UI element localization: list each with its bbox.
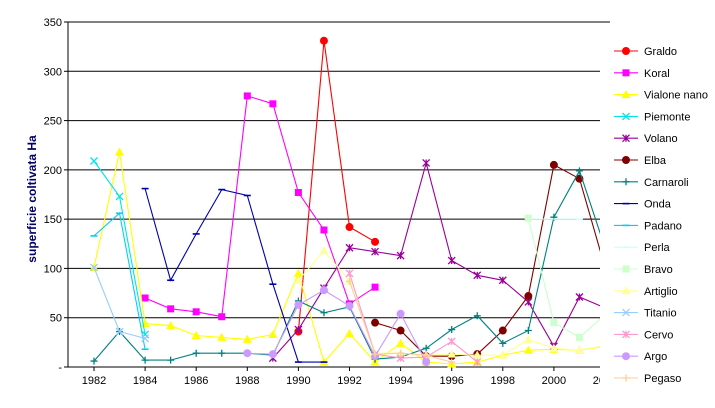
x-tick-label: 2000: [542, 375, 566, 387]
legend-label: Bravo: [644, 264, 673, 276]
legend-label: Titanio: [644, 308, 677, 320]
data-point-argo: [320, 287, 327, 294]
data-point-koral: [167, 305, 174, 312]
legend-label: Onda: [644, 199, 672, 211]
legend-label: Vialone nano: [644, 90, 708, 102]
data-point-koral: [320, 226, 327, 233]
data-point-koral: [295, 189, 302, 196]
y-tick-label: 200: [44, 165, 62, 177]
legend-swatch-marker: [623, 266, 630, 273]
y-tick-label: 50: [50, 313, 62, 325]
data-point-elba: [499, 327, 506, 334]
legend-swatch-marker: [623, 157, 630, 164]
legend-label: Elba: [644, 155, 667, 167]
y-tick-label: 100: [44, 263, 62, 275]
data-point-bravo: [550, 319, 557, 326]
data-point-graldo: [346, 224, 353, 231]
data-point-bravo: [576, 334, 583, 341]
x-tick-label: 1990: [286, 375, 310, 387]
data-point-argo: [269, 351, 276, 358]
data-point-elba: [525, 293, 532, 300]
legend-label: Argo: [644, 351, 667, 363]
y-tick-label: 250: [44, 116, 62, 128]
x-tick-label: 1984: [133, 375, 157, 387]
x-tick-label: 1996: [439, 375, 463, 387]
legend-label: Graldo: [644, 46, 677, 58]
legend-label: Piemonte: [644, 111, 690, 123]
legend-label: Padano: [644, 220, 682, 232]
x-tick-label: 1992: [337, 375, 361, 387]
legend-label: Koral: [644, 68, 670, 80]
data-point-bravo: [525, 215, 532, 222]
legend-swatch-marker: [623, 69, 630, 76]
data-point-argo: [244, 350, 251, 357]
data-point-koral: [269, 100, 276, 107]
data-point-argo: [423, 359, 430, 366]
data-point-elba: [550, 161, 557, 168]
data-point-koral: [372, 284, 379, 291]
x-tick-label: 1986: [184, 375, 208, 387]
data-point-koral: [244, 92, 251, 99]
data-point-argo: [397, 310, 404, 317]
y-tick-label: 300: [44, 66, 62, 78]
legend-label: Pegaso: [644, 373, 681, 385]
x-tick-label: 1998: [491, 375, 515, 387]
data-point-elba: [397, 327, 404, 334]
legend-swatch-marker: [623, 48, 630, 55]
legend-label: Volano: [644, 133, 678, 145]
legend-label: Artiglio: [644, 286, 678, 298]
y-axis-title: superficie coltivata Ha: [25, 135, 39, 263]
data-point-graldo: [372, 238, 379, 245]
data-point-koral: [218, 313, 225, 320]
x-tick-label: 1982: [82, 375, 106, 387]
data-point-argo: [295, 301, 302, 308]
data-point-elba: [372, 319, 379, 326]
data-point-argo: [346, 302, 353, 309]
data-point-koral: [193, 308, 200, 315]
y-tick-label: -: [58, 362, 62, 374]
legend-label: Carnaroli: [644, 177, 689, 189]
legend-swatch-marker: [623, 353, 630, 360]
legend-label: Perla: [644, 242, 671, 254]
x-tick-label: 1994: [388, 375, 412, 387]
legend-label: Cervo: [644, 329, 673, 341]
data-point-graldo: [320, 37, 327, 44]
y-tick-label: 350: [44, 17, 62, 29]
data-point-koral: [142, 295, 149, 302]
legend: Graldo Koral Vialone nano Piemonte Volano Elb…: [600, 34, 715, 386]
x-tick-label: 1988: [235, 375, 259, 387]
y-tick-label: 150: [44, 214, 62, 226]
